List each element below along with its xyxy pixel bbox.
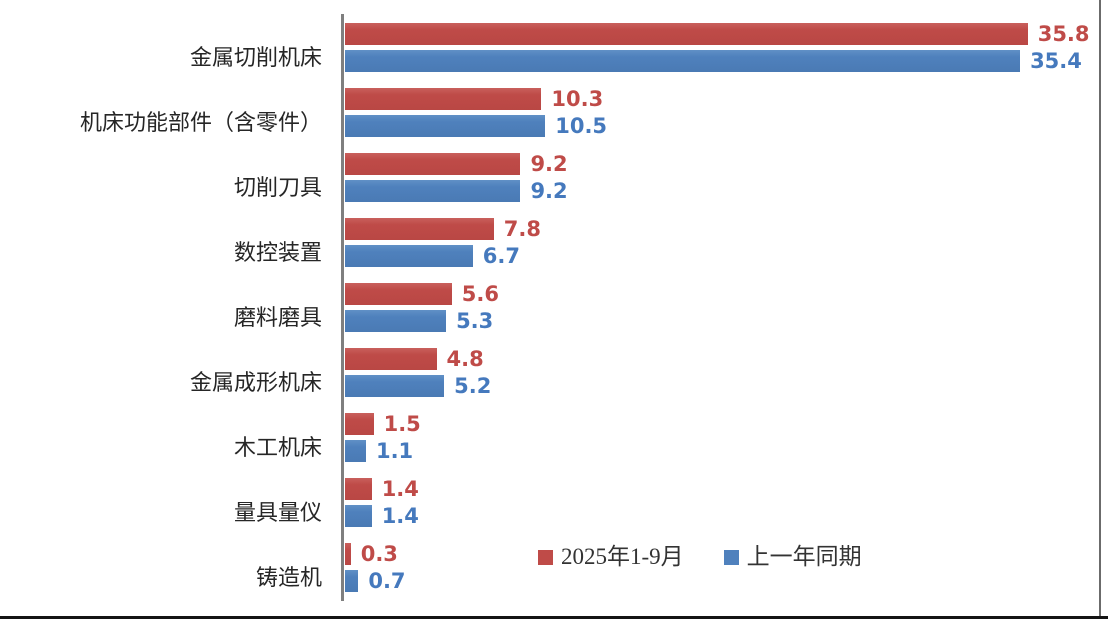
bar-series2 <box>345 440 366 462</box>
bar-series1 <box>345 413 374 435</box>
bar-series1 <box>345 283 452 305</box>
legend-item-prev-year: 上一年同期 <box>723 543 862 571</box>
value-label: 6.7 <box>482 244 520 268</box>
category-label: 木工机床 <box>233 435 322 460</box>
value-label: 5.3 <box>456 309 494 333</box>
bar-series2 <box>345 180 521 202</box>
value-label: 7.8 <box>503 217 541 241</box>
category-label: 量具量仪 <box>233 500 322 525</box>
value-label: 0.7 <box>368 569 406 593</box>
category-label: 磨料磨具 <box>233 305 322 330</box>
value-label: 35.4 <box>1030 49 1082 73</box>
value-label: 5.6 <box>461 282 499 306</box>
bar-series1 <box>345 88 542 110</box>
category-label: 金属切削机床 <box>189 45 322 70</box>
bar-series1 <box>345 153 521 175</box>
bar-series1 <box>345 478 372 500</box>
category-label: 数控装置 <box>233 240 322 265</box>
bar-series2 <box>345 50 1021 72</box>
value-label: 1.1 <box>375 439 414 463</box>
category-label: 机床功能部件（含零件） <box>79 110 322 135</box>
legend-label-2025: 2025年1-9月 <box>561 544 684 569</box>
bar-series2 <box>345 570 359 592</box>
category-label: 铸造机 <box>255 565 322 590</box>
right-border-line <box>1099 0 1101 617</box>
value-label: 35.8 <box>1037 22 1090 46</box>
legend-item-2025: 2025年1-9月 <box>538 543 684 571</box>
category-label: 金属成形机床 <box>189 370 322 395</box>
value-label: 1.4 <box>381 504 419 528</box>
bar-series2 <box>345 505 372 527</box>
value-label: 9.2 <box>530 179 568 203</box>
bar-series1 <box>345 348 437 370</box>
bar-series2 <box>345 115 546 137</box>
value-label: 4.8 <box>446 347 484 371</box>
value-label: 9.2 <box>530 152 568 176</box>
bar-series2 <box>345 375 445 397</box>
y-axis-line <box>341 14 344 601</box>
category-label: 切削刀具 <box>233 175 322 200</box>
value-label: 0.3 <box>360 542 398 566</box>
value-label: 1.5 <box>383 412 421 436</box>
bar-series2 <box>345 310 447 332</box>
legend-swatch-blue-icon <box>723 549 739 565</box>
value-label: 1.4 <box>381 477 419 501</box>
legend-swatch-red-icon <box>538 549 553 565</box>
bottom-border-line <box>0 616 1108 619</box>
chart-legend: 2025年1-9月 上一年同期 <box>538 543 862 571</box>
bar-series1 <box>345 218 494 240</box>
value-label: 10.3 <box>551 87 604 111</box>
bar-series1 <box>345 23 1028 45</box>
legend-label-prev-year: 上一年同期 <box>746 544 862 569</box>
bar-series1 <box>345 543 351 565</box>
bar-series2 <box>345 245 473 267</box>
value-label: 10.5 <box>555 114 608 138</box>
value-label: 5.2 <box>454 374 492 398</box>
